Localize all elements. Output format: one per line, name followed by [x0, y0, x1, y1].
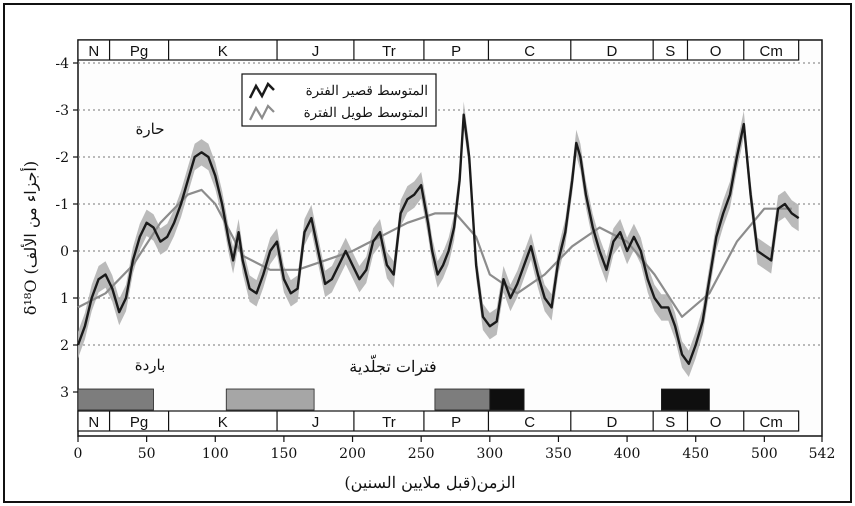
x-tick-label: 50 — [138, 446, 156, 462]
glacial-bar — [434, 388, 491, 411]
period-label: C — [524, 43, 535, 60]
period-label: P — [451, 414, 461, 431]
y-tick-label: -4 — [55, 56, 69, 72]
legend-label-short: المتوسط قصير الفترة — [306, 83, 428, 99]
y-tick-label: -3 — [55, 103, 69, 119]
legend-label-long: المتوسط طويل الفترة — [304, 105, 428, 121]
series-short-term-line — [76, 113, 800, 365]
period-label: Cm — [760, 414, 783, 431]
period-label: C — [524, 414, 535, 431]
y-axis-ticks: -4 -3 -2 -1 0 1 2 3 — [55, 56, 78, 401]
y-axis-label: δ¹⁸O (أجزاء من الألف) — [20, 161, 40, 315]
legend: المتوسط قصير الفترة المتوسط طويل الفترة — [241, 73, 437, 127]
x-tick-label: 450 — [682, 446, 709, 462]
period-label: Tr — [382, 43, 396, 60]
x-tick-label: 100 — [202, 446, 229, 462]
x-tick-label: 150 — [271, 446, 298, 462]
x-tick-label: 250 — [408, 446, 435, 462]
annotation-cold: باردة — [135, 356, 166, 374]
period-label: O — [710, 414, 722, 431]
y-tick-label: -2 — [55, 150, 69, 166]
period-label: P — [451, 43, 461, 60]
legend-swatch-short — [248, 81, 275, 99]
x-tick-label: 350 — [545, 446, 572, 462]
y-tick-label: 0 — [60, 244, 69, 260]
period-label: S — [665, 43, 675, 60]
period-bar-frame — [77, 410, 800, 432]
x-axis-label: الزمن(قبل ملايين السنين) — [344, 473, 515, 492]
period-bar-frame — [77, 39, 800, 61]
period-label: Pg — [130, 414, 148, 431]
glacial-bar — [225, 388, 315, 411]
period-bar-bottom: N Pg K J Tr P C D S O Cm — [77, 410, 800, 432]
glacial-bars — [77, 388, 710, 411]
period-label: Pg — [130, 43, 148, 60]
series-long-term-line — [77, 188, 792, 318]
x-tick-label: 500 — [751, 446, 778, 462]
glacial-bar — [660, 388, 710, 411]
period-label: K — [218, 414, 228, 431]
glacial-bar — [489, 388, 525, 411]
y-tick-label: 1 — [60, 291, 69, 307]
legend-box — [241, 73, 437, 127]
y-tick-label: 2 — [60, 338, 69, 354]
period-label: O — [710, 43, 722, 60]
x-tick-label: 400 — [614, 446, 641, 462]
x-tick-label: 542 — [809, 446, 836, 462]
period-label: N — [88, 43, 99, 60]
annotation-warm: حارة — [136, 120, 165, 138]
y-tick-label: 3 — [60, 385, 69, 401]
period-label: J — [312, 43, 320, 60]
x-tick-label: 0 — [74, 446, 83, 462]
x-tick-label: 300 — [476, 446, 503, 462]
y-tick-label: -1 — [55, 197, 69, 213]
x-axis-ticks: 0 50 100 150 200 250 300 350 400 450 500 542 — [74, 436, 836, 462]
period-label: N — [88, 414, 99, 431]
glacial-bar — [77, 388, 154, 411]
period-label: D — [607, 43, 618, 60]
period-label: D — [607, 414, 618, 431]
period-label: Tr — [382, 414, 396, 431]
period-label: S — [665, 414, 675, 431]
x-tick-label: 200 — [339, 446, 366, 462]
period-label: Cm — [760, 43, 783, 60]
series-group — [76, 101, 800, 377]
period-label: K — [218, 43, 228, 60]
period-label: J — [312, 414, 320, 431]
annotation-glacial: فترات تجلّدية — [349, 354, 436, 376]
period-bar-top: N Pg K J Tr P C D S O Cm — [77, 39, 800, 61]
legend-swatch-long — [249, 104, 275, 121]
